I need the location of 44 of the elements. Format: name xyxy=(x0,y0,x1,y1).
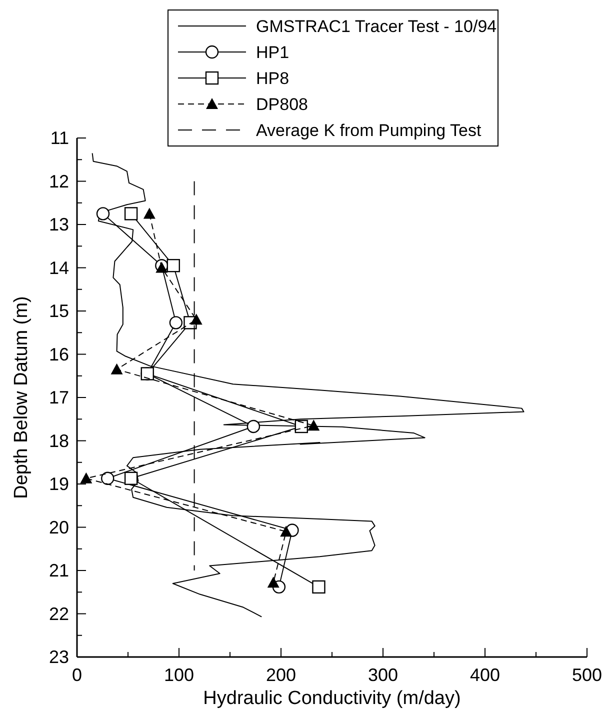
point xyxy=(96,207,110,220)
legend-label: Average K from Pumping Test xyxy=(256,121,482,140)
point xyxy=(156,262,168,273)
x-tick-label: 100 xyxy=(164,665,194,685)
legend-label: HP1 xyxy=(256,43,290,62)
x-tick-label: 200 xyxy=(266,665,296,685)
y-tick-label: 18 xyxy=(48,430,69,451)
x-tick-label: 500 xyxy=(572,665,602,685)
point xyxy=(143,208,156,219)
y-tick-label: 23 xyxy=(48,647,69,667)
x-tick-label: 0 xyxy=(72,665,82,685)
point xyxy=(101,472,114,485)
point xyxy=(166,258,180,272)
point xyxy=(124,207,138,220)
point xyxy=(110,363,123,374)
y-tick-label: 22 xyxy=(48,604,69,624)
point xyxy=(308,420,320,431)
legend-label: HP8 xyxy=(256,69,290,88)
y-tick-label: 11 xyxy=(50,128,69,148)
y-axis-title: Depth Below Datum (m) xyxy=(11,296,32,499)
y-tick-label: 12 xyxy=(48,171,69,192)
point xyxy=(124,472,138,485)
y-tick-label: 21 xyxy=(48,560,69,580)
point xyxy=(312,580,326,594)
legend-label: DP808 xyxy=(256,95,308,114)
y-tick-label: 14 xyxy=(48,258,69,278)
point xyxy=(246,420,260,434)
y-tick-label: 16 xyxy=(48,344,69,364)
y-tick-label: 15 xyxy=(48,301,69,321)
legend-label: GMSTRAC1 Tracer Test - 10/94 xyxy=(256,17,497,36)
point xyxy=(190,314,202,325)
point xyxy=(267,576,280,588)
point xyxy=(280,526,292,537)
point xyxy=(169,316,183,330)
x-tick-label: 300 xyxy=(368,665,398,685)
x-axis-title: Hydraulic Conductivity (m/day) xyxy=(203,688,461,709)
y-tick-label: 19 xyxy=(48,474,69,494)
point xyxy=(140,367,154,380)
y-tick-label: 17 xyxy=(48,388,69,408)
y-tick-label: 13 xyxy=(48,214,69,234)
y-tick-label: 20 xyxy=(48,517,69,538)
x-tick-label: 400 xyxy=(470,665,500,685)
line-series xyxy=(92,152,524,618)
point xyxy=(80,472,92,484)
